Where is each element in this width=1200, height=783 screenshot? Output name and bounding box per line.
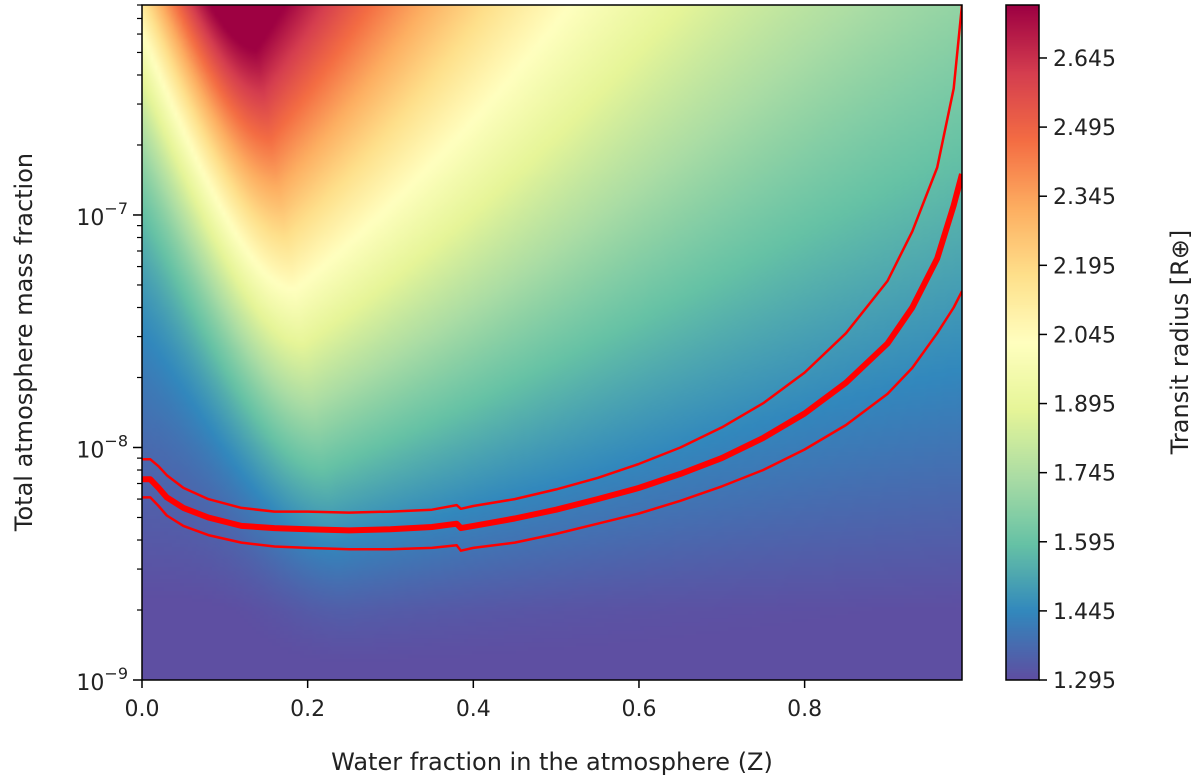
colorbar-tick-label: 2.645 xyxy=(1053,47,1116,72)
colorbar-frame xyxy=(1005,4,1040,681)
colorbar-tick-label: 1.295 xyxy=(1053,669,1116,694)
x-tick-label: 0.8 xyxy=(787,697,822,722)
x-tick-label: 0.6 xyxy=(621,697,656,722)
plot-frame xyxy=(141,4,963,681)
colorbar-tick-label: 1.745 xyxy=(1053,462,1116,487)
y-axis-label: Total atmosphere mass fraction xyxy=(10,153,38,532)
y-tick-label: 10−9 xyxy=(76,664,128,696)
colorbar-tick-label: 2.195 xyxy=(1053,254,1116,279)
x-axis-label: Water fraction in the atmosphere (Z) xyxy=(331,748,773,776)
colorbar-label: Transit radius [R⊕] xyxy=(1166,230,1194,455)
colorbar xyxy=(1006,5,1039,680)
colorbar-tick-label: 2.045 xyxy=(1053,323,1116,348)
colorbar-tick-label: 1.895 xyxy=(1053,393,1116,418)
colorbar-tick-label: 1.595 xyxy=(1053,531,1116,556)
y-tick-label: 10−8 xyxy=(76,431,128,463)
colorbar-tick-label: 2.495 xyxy=(1053,116,1116,141)
y-tick-label: 10−7 xyxy=(76,199,128,231)
x-tick-label: 0.0 xyxy=(125,697,160,722)
x-tick-label: 0.4 xyxy=(456,697,491,722)
colorbar-tick-label: 2.345 xyxy=(1053,185,1116,210)
contour-upper xyxy=(142,5,962,514)
heatmap xyxy=(142,5,962,680)
colorbar-tick-label: 1.445 xyxy=(1053,600,1116,625)
contour-lower xyxy=(142,290,962,552)
contour-central xyxy=(142,173,962,534)
x-tick-label: 0.2 xyxy=(290,697,325,722)
